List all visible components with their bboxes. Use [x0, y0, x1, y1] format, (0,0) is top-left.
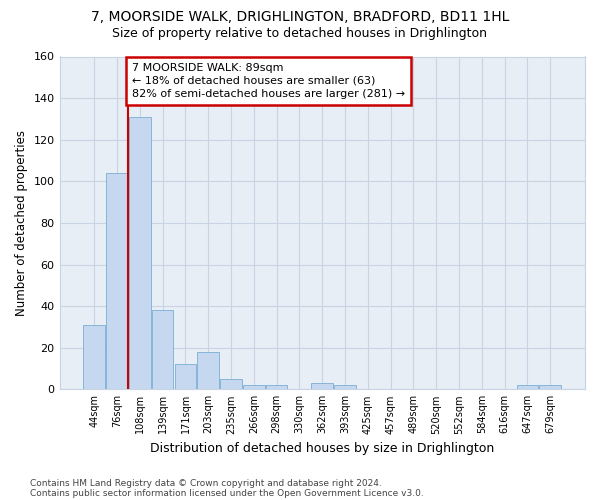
- X-axis label: Distribution of detached houses by size in Drighlington: Distribution of detached houses by size …: [150, 442, 494, 455]
- Bar: [334, 385, 356, 390]
- Bar: [152, 310, 173, 390]
- Y-axis label: Number of detached properties: Number of detached properties: [15, 130, 28, 316]
- Bar: [83, 325, 105, 390]
- Text: 7 MOORSIDE WALK: 89sqm
← 18% of detached houses are smaller (63)
82% of semi-det: 7 MOORSIDE WALK: 89sqm ← 18% of detached…: [132, 62, 405, 99]
- Text: Contains HM Land Registry data © Crown copyright and database right 2024.: Contains HM Land Registry data © Crown c…: [30, 478, 382, 488]
- Bar: [220, 379, 242, 390]
- Bar: [539, 385, 561, 390]
- Bar: [197, 352, 219, 390]
- Bar: [517, 385, 538, 390]
- Text: Contains public sector information licensed under the Open Government Licence v3: Contains public sector information licen…: [30, 488, 424, 498]
- Text: Size of property relative to detached houses in Drighlington: Size of property relative to detached ho…: [113, 28, 487, 40]
- Bar: [243, 385, 265, 390]
- Text: 7, MOORSIDE WALK, DRIGHLINGTON, BRADFORD, BD11 1HL: 7, MOORSIDE WALK, DRIGHLINGTON, BRADFORD…: [91, 10, 509, 24]
- Bar: [106, 173, 128, 390]
- Bar: [266, 385, 287, 390]
- Bar: [311, 383, 333, 390]
- Bar: [175, 364, 196, 390]
- Bar: [129, 117, 151, 390]
